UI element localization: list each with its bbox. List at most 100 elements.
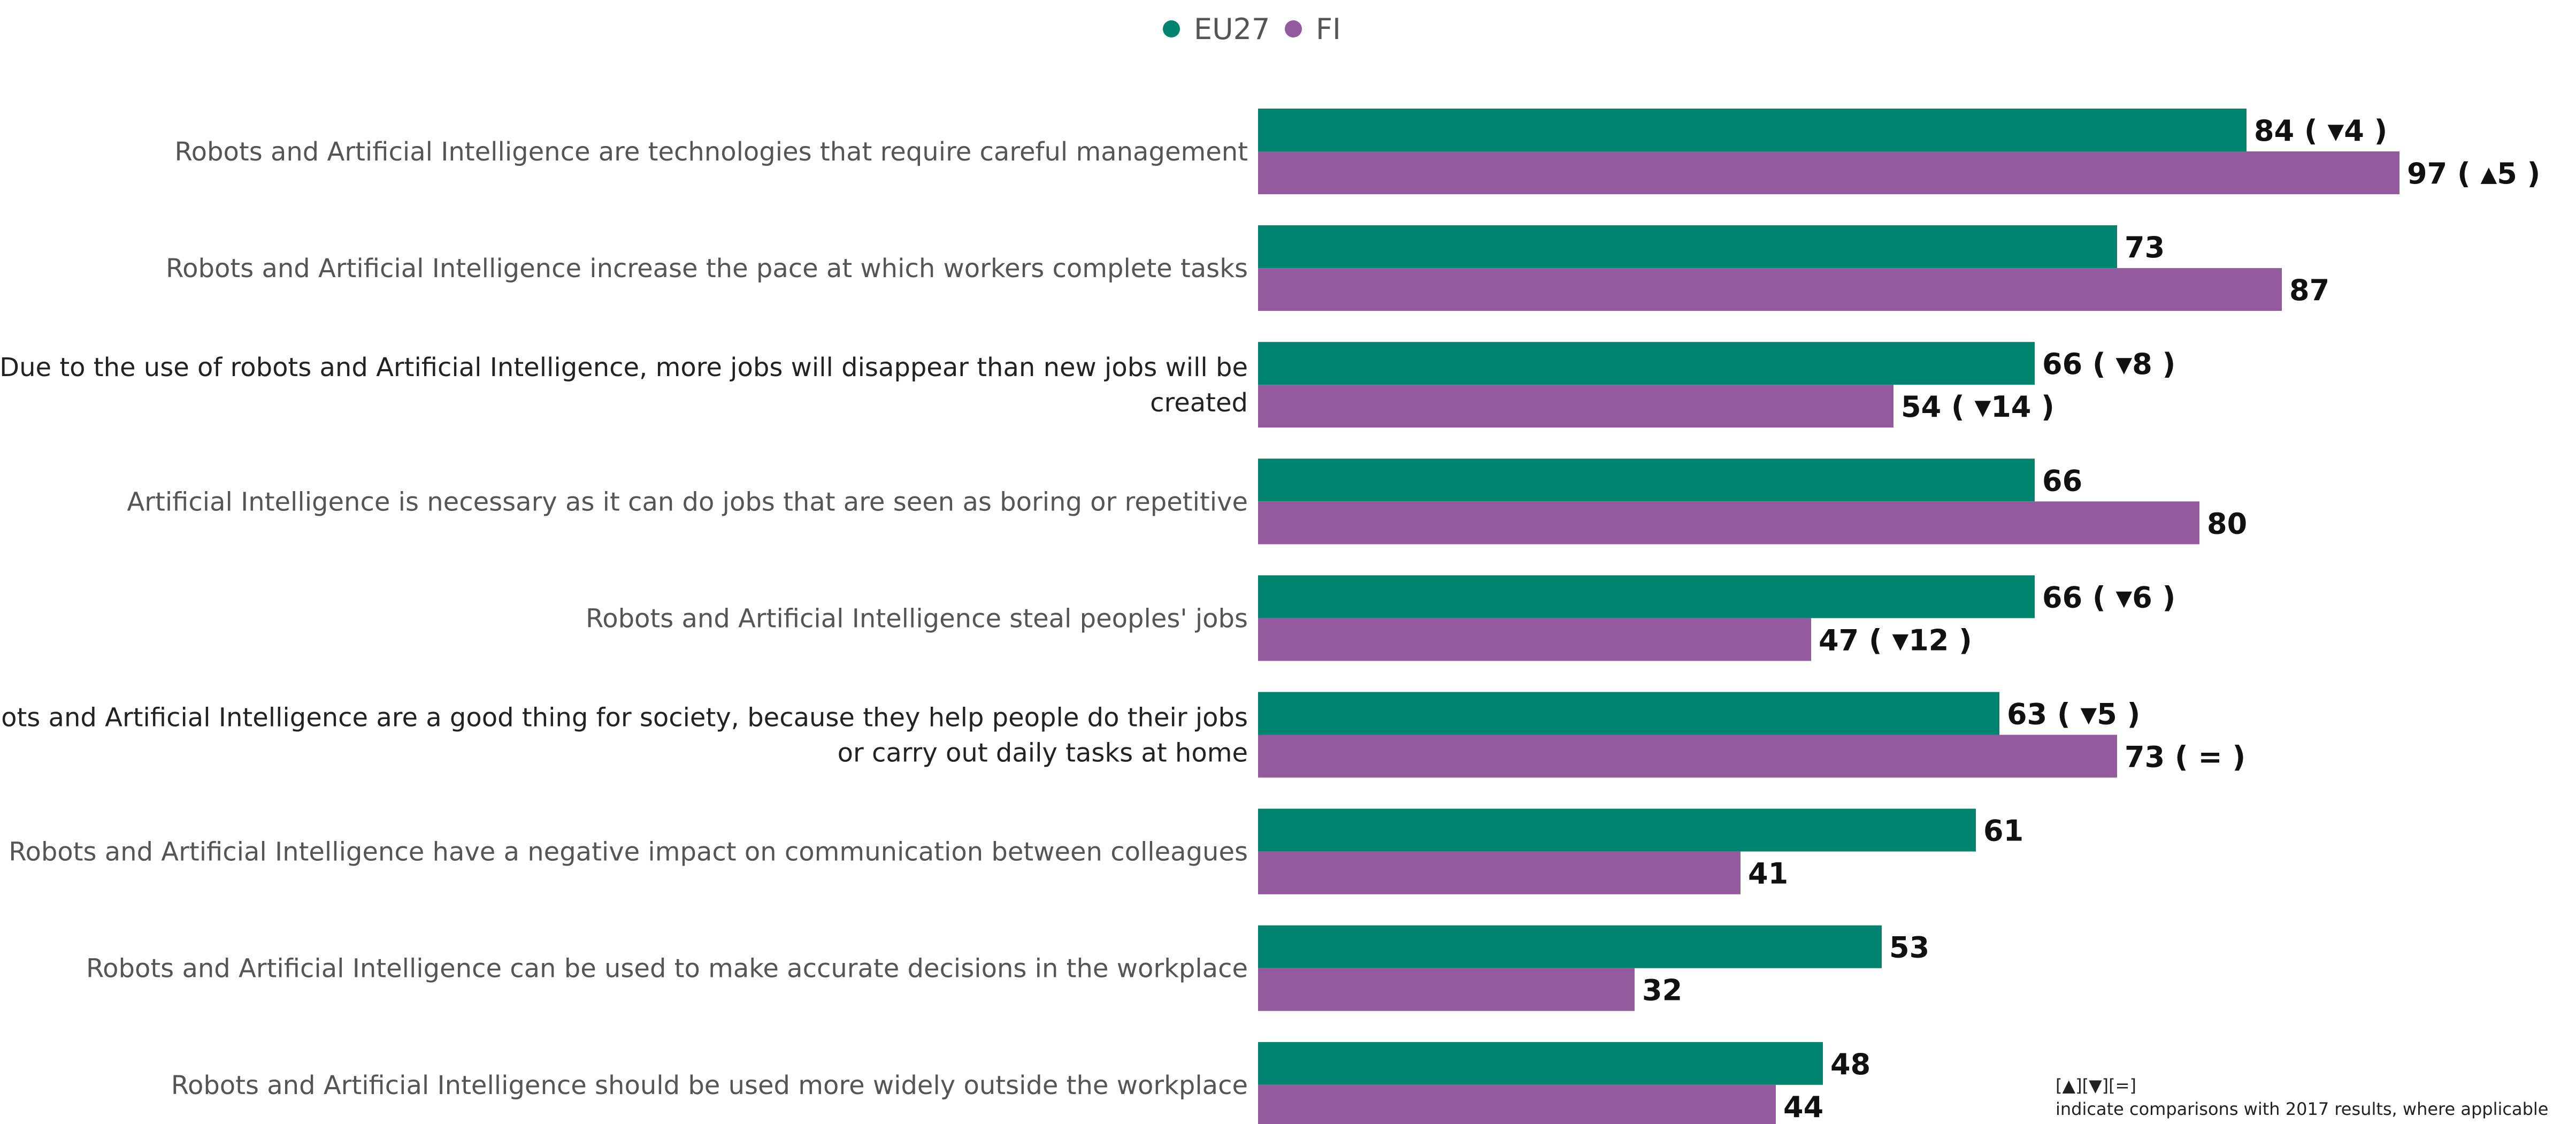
change-open-paren: (	[2294, 114, 2327, 148]
change-equal: =	[2198, 740, 2222, 774]
value-label-eu27: 73	[2125, 231, 2165, 264]
change-close-paren: )	[2222, 740, 2245, 774]
value-label-eu27: 66 ( ▼8 )	[2042, 347, 2175, 381]
category-label-line: Robots and Artificial Intelligence are a…	[0, 703, 1248, 733]
value-label-fi: 73 ( = )	[2125, 740, 2245, 774]
category-label: Due to the use of robots and Artificial …	[0, 353, 1248, 418]
bar-eu27	[1258, 925, 1882, 968]
value-label-eu27: 48	[1830, 1047, 1870, 1081]
bars	[1258, 109, 2399, 1124]
category-label: Robots and Artificial Intelligence incre…	[166, 254, 1248, 284]
legend-marker-eu27	[1163, 20, 1180, 37]
change-open-paren: (	[1859, 623, 1892, 657]
legend-label-eu27: EU27	[1194, 12, 1270, 46]
value-number: 80	[2207, 507, 2247, 540]
category-label-line: Robots and Artificial Intelligence incre…	[166, 254, 1248, 284]
bar-fi	[1258, 151, 2399, 194]
legend: EU27 FI	[1163, 12, 1341, 46]
change-down-icon: ▼	[2115, 353, 2132, 377]
value-number: 44	[1783, 1090, 1823, 1124]
value-number: 63	[2007, 698, 2047, 731]
bar-fi	[1258, 735, 2117, 778]
category-label-line: Robots and Artificial Intelligence shoul…	[171, 1071, 1248, 1100]
bar-eu27	[1258, 225, 2117, 269]
value-number: 97	[2407, 157, 2447, 190]
category-label: Robots and Artificial Intelligence steal…	[586, 603, 1248, 633]
change-close-paren: )	[2031, 390, 2054, 424]
value-number: 73	[2125, 231, 2165, 264]
change-value: 5	[2497, 157, 2517, 190]
category-label: Robots and Artificial Intelligence are t…	[174, 137, 1248, 167]
category-label-line: Artificial Intelligence is necessary as …	[127, 487, 1248, 517]
change-close-paren: )	[2517, 157, 2540, 190]
bar-fi	[1258, 968, 1635, 1011]
value-label-fi: 80	[2207, 507, 2247, 540]
value-number: 61	[1983, 814, 2023, 848]
category-label: Robots and Artificial Intelligence are a…	[0, 703, 1248, 768]
value-number: 84	[2254, 114, 2294, 148]
value-number: 66	[2042, 347, 2082, 381]
value-number: 53	[1889, 931, 1929, 965]
value-number: 41	[1748, 857, 1788, 891]
value-label-fi: 41	[1748, 857, 1788, 891]
category-label-line: Robots and Artificial Intelligence are t…	[174, 137, 1248, 167]
change-down-icon: ▼	[2327, 119, 2344, 144]
bar-eu27	[1258, 575, 2035, 618]
comparison-note-text: indicate comparisons with 2017 results, …	[2056, 1099, 2548, 1119]
value-label-fi: 47 ( ▼12 )	[1819, 623, 1972, 657]
bar-fi	[1258, 268, 2282, 311]
change-value: 8	[2132, 347, 2152, 381]
change-close-paren: )	[2152, 580, 2175, 614]
category-label-line: Robots and Artificial Intelligence can b…	[86, 954, 1248, 984]
change-open-paren: (	[2447, 157, 2480, 190]
category-labels: Robots and Artificial Intelligence are t…	[0, 137, 1248, 1100]
change-down-icon: ▼	[2115, 586, 2132, 610]
bar-eu27	[1258, 458, 2035, 502]
legend-marker-fi	[1285, 20, 1302, 37]
bar-eu27	[1258, 808, 1976, 852]
category-label: Robots and Artificial Intelligence can b…	[86, 954, 1248, 984]
comparison-note-symbols: [▲][▼][=]	[2056, 1075, 2136, 1096]
change-open-paren: (	[2082, 580, 2115, 614]
bar-eu27	[1258, 109, 2247, 151]
category-label-line: Robots and Artificial Intelligence steal…	[586, 603, 1248, 633]
bar-eu27	[1258, 692, 1999, 735]
value-label-fi: 97 ( ▲5 )	[2407, 157, 2540, 190]
value-number: 66	[2042, 580, 2082, 614]
change-close-paren: )	[2117, 698, 2140, 731]
value-label-eu27: 61	[1983, 814, 2023, 848]
change-down-icon: ▼	[1974, 395, 1991, 420]
change-value: 4	[2344, 114, 2364, 148]
value-number: 48	[1830, 1047, 1870, 1081]
bar-fi	[1258, 1084, 1776, 1124]
category-label: Robots and Artificial Intelligence have …	[9, 837, 1248, 867]
value-label-fi: 44	[1783, 1090, 1823, 1124]
bar-fi	[1258, 851, 1741, 894]
value-label-eu27: 66	[2042, 464, 2082, 498]
change-open-paren: (	[2047, 698, 2080, 731]
value-number: 47	[1819, 623, 1859, 657]
value-label-eu27: 63 ( ▼5 )	[2007, 698, 2140, 731]
change-down-icon: ▼	[2080, 703, 2097, 728]
bar-fi	[1258, 618, 1811, 661]
value-number: 87	[2289, 273, 2329, 307]
value-number: 54	[1901, 390, 1941, 424]
change-close-paren: )	[2152, 347, 2175, 381]
category-label-line: Robots and Artificial Intelligence have …	[9, 837, 1248, 867]
bar-eu27	[1258, 342, 2035, 385]
value-label-eu27: 66 ( ▼6 )	[2042, 580, 2175, 614]
change-close-paren: )	[2364, 114, 2387, 148]
change-up-icon: ▲	[2480, 162, 2497, 187]
legend-label-fi: FI	[1316, 12, 1341, 46]
value-number: 32	[1642, 974, 1682, 1007]
bar-eu27	[1258, 1042, 1823, 1085]
change-value: 5	[2097, 698, 2117, 731]
category-label: Artificial Intelligence is necessary as …	[127, 487, 1248, 517]
value-label-eu27: 84 ( ▼4 )	[2254, 114, 2387, 148]
value-number: 66	[2042, 464, 2082, 498]
change-value: 6	[2132, 580, 2152, 614]
change-value: 14	[1991, 390, 2031, 424]
change-open-paren: (	[2082, 347, 2115, 381]
change-open-paren: (	[1941, 390, 1974, 424]
